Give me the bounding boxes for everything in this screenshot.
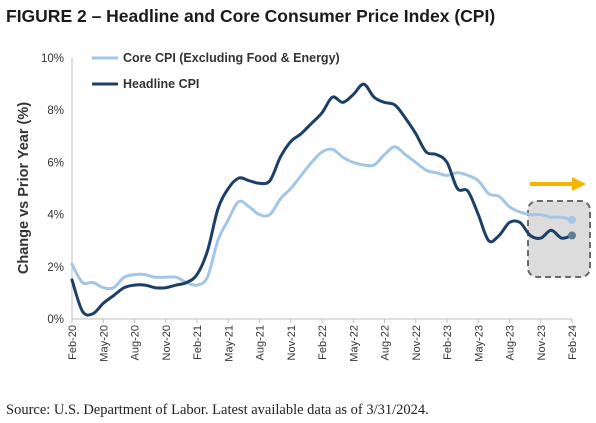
y-tick-label: 0%	[47, 314, 64, 326]
series-layer	[70, 82, 576, 317]
x-tick-label: Feb-21	[192, 325, 204, 360]
x-tick-label: Aug-20	[130, 325, 142, 360]
legend-label-core: Core CPI (Excluding Food & Energy)	[123, 51, 340, 65]
x-tick-label: Feb-20	[67, 325, 79, 360]
x-tick-label: Aug-23	[505, 325, 517, 360]
x-tick-labels: Feb-20 May-20 Aug-20 Nov-20 Feb-21 May-21 Aug-…	[67, 325, 579, 362]
y-axis-title: Change vs Prior Year (%)	[16, 102, 32, 274]
figure-title: FIGURE 2 – Headline and Core Consumer Pr…	[6, 6, 495, 26]
x-tick-label: Nov-23	[536, 325, 548, 360]
legend: Core CPI (Excluding Food & Energy) Headl…	[92, 51, 340, 91]
y-tick-label: 2%	[47, 262, 64, 274]
x-tick-label: May-21	[223, 325, 235, 362]
x-tick-label: May-23	[473, 325, 485, 362]
x-tick-label: Nov-21	[286, 325, 298, 360]
y-tick-label: 6%	[47, 157, 64, 169]
series-line-core	[70, 145, 574, 291]
series-line-headline	[70, 82, 574, 317]
x-tick-label: Aug-21	[255, 325, 267, 360]
y-tick-label: 4%	[47, 210, 64, 222]
x-tick-label: Nov-22	[411, 325, 423, 360]
y-tick-label: 8%	[47, 105, 64, 117]
x-tick-label: Nov-20	[161, 325, 173, 360]
legend-label-headline: Headline CPI	[123, 77, 199, 91]
x-tick-label: Feb-22	[317, 325, 329, 360]
x-tick-label: May-20	[98, 325, 110, 362]
x-tick-label: Feb-23	[442, 325, 454, 360]
x-tick-label: May-22	[348, 325, 360, 362]
y-tick-label: 10%	[41, 53, 64, 65]
y-tick-labels: 0% 2% 4% 6% 8% 10%	[41, 53, 64, 326]
x-tick-label: Aug-22	[380, 325, 392, 360]
x-tick-label: Feb-24	[567, 325, 579, 360]
axis-layer	[71, 58, 573, 323]
arrow-layer	[530, 177, 586, 191]
arrow-head	[572, 177, 586, 191]
source-note: Source: U.S. Department of Labor. Latest…	[6, 402, 429, 418]
series-end-marker-core	[568, 215, 576, 224]
series-end-marker-headline	[568, 231, 576, 240]
